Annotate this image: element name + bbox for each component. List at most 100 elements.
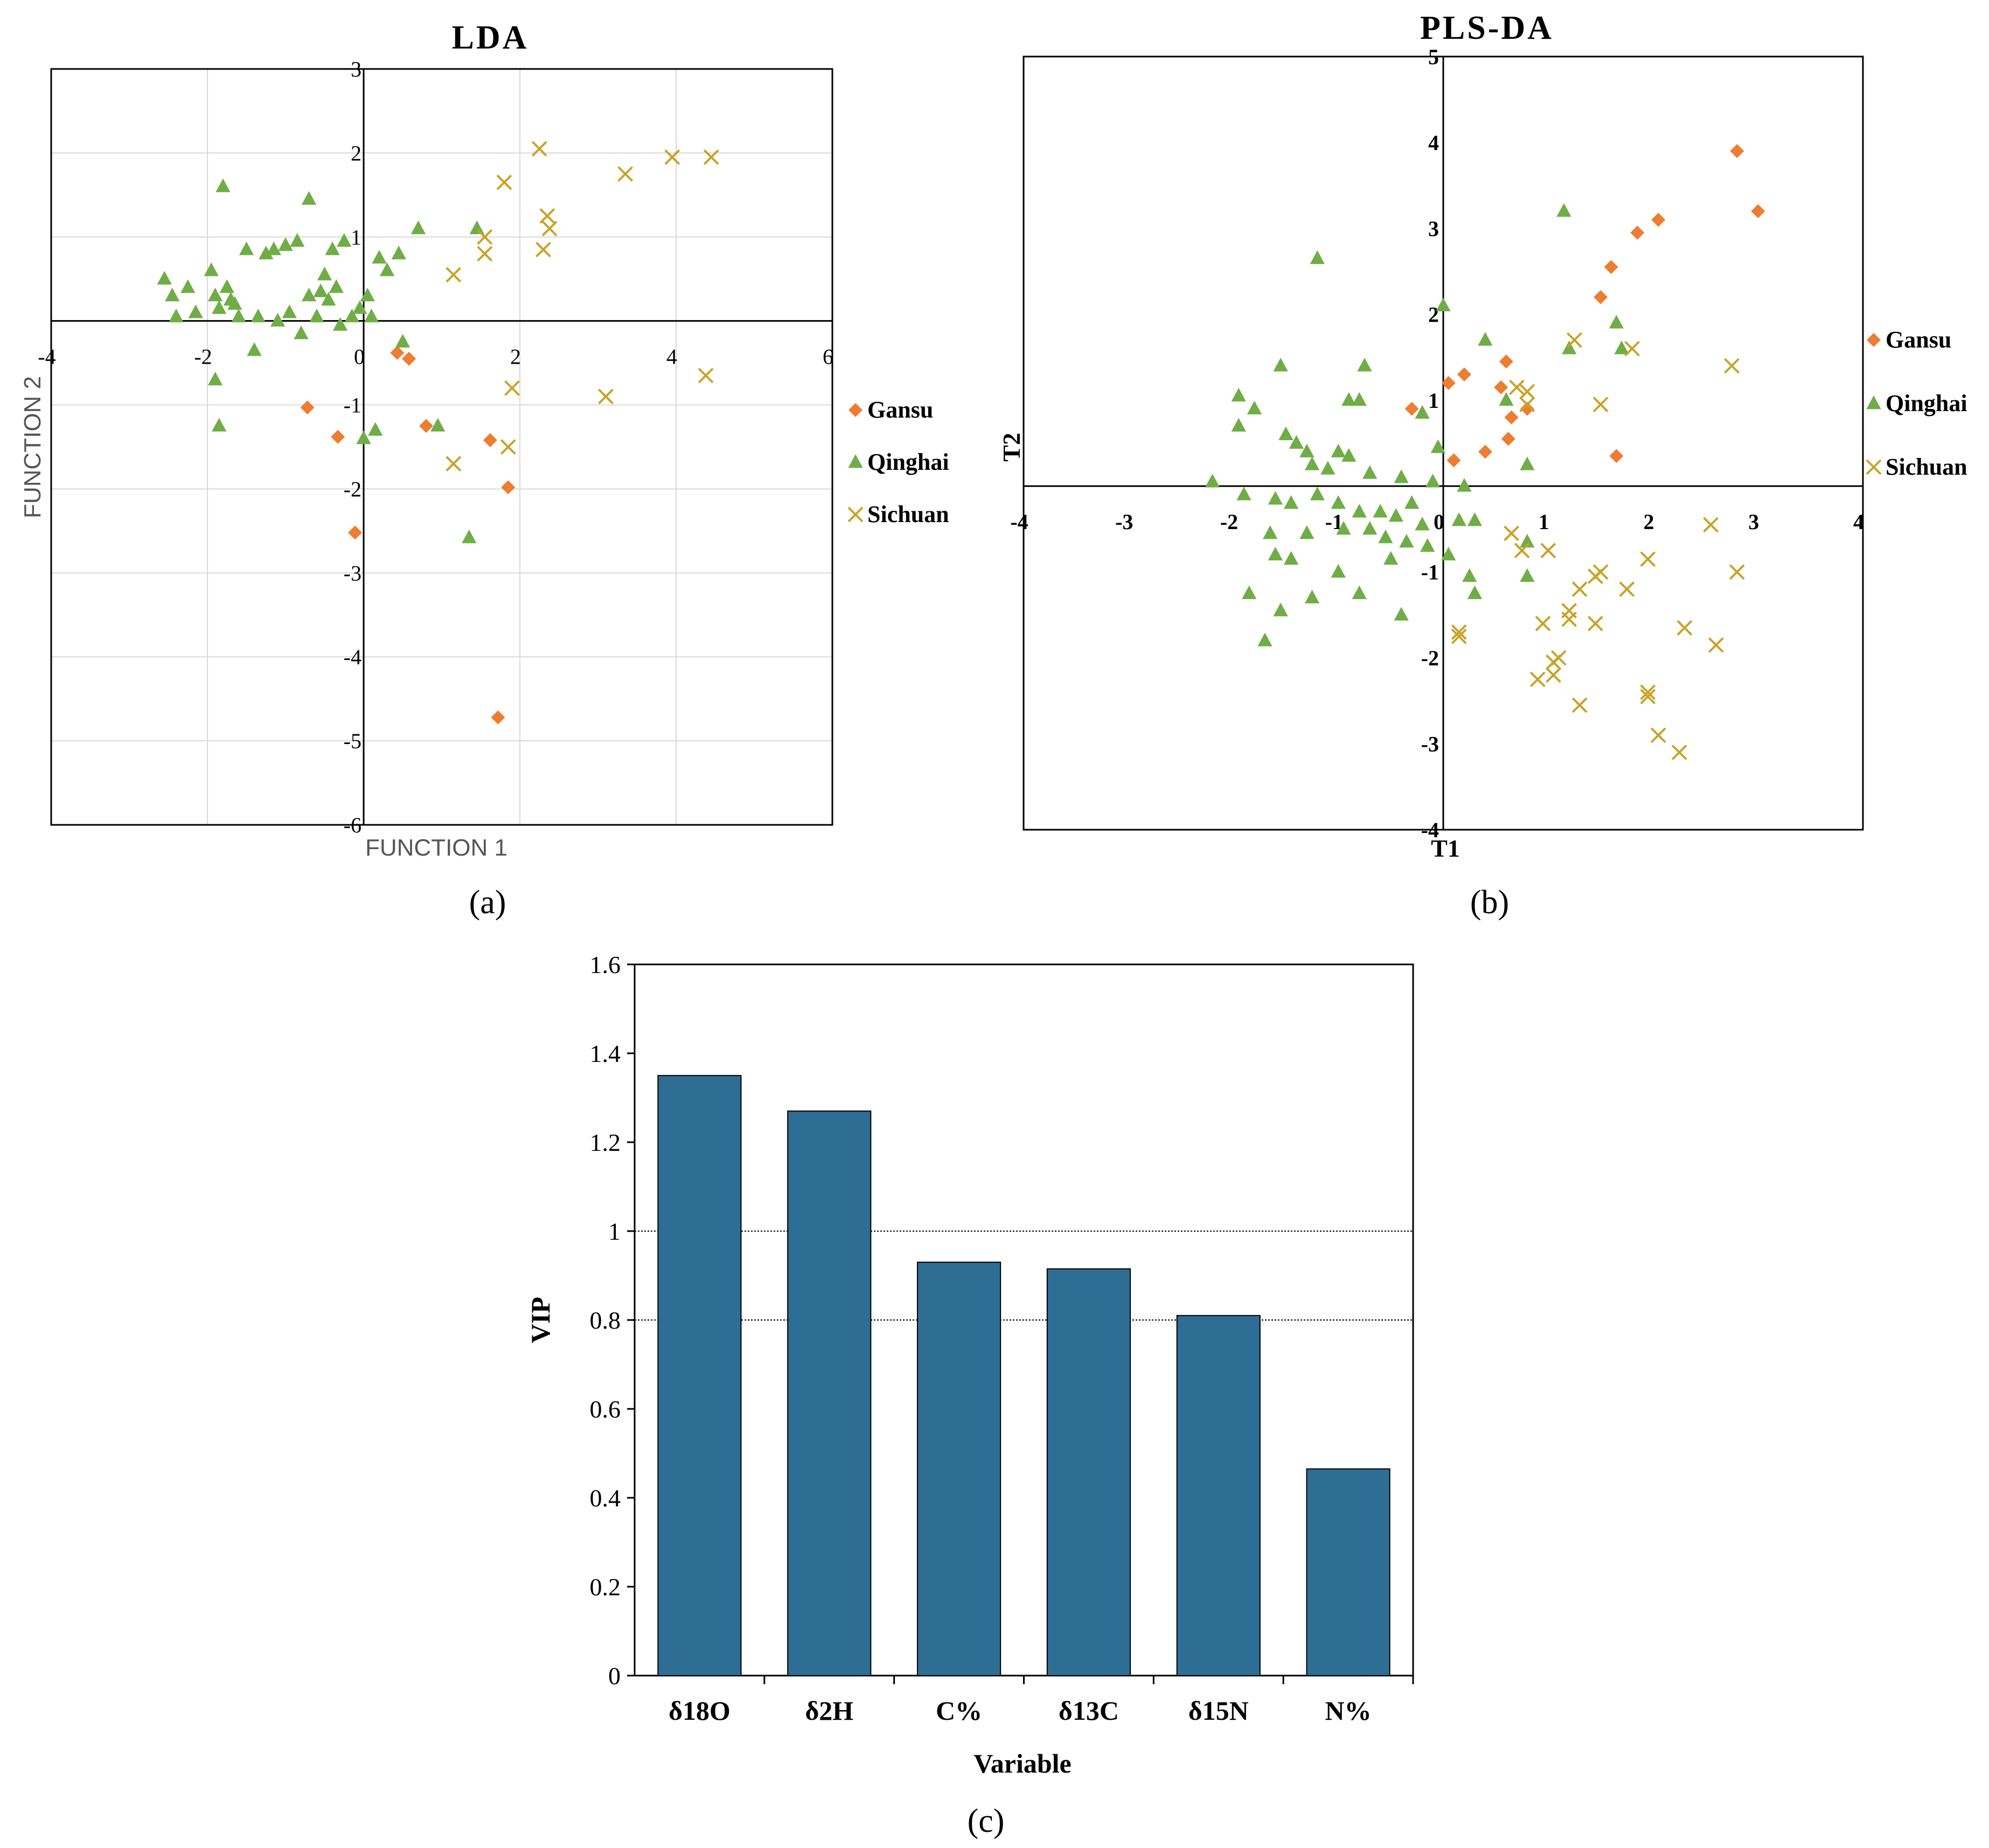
- plsda-y-axis-title: T2: [998, 433, 1025, 462]
- lda-point-sichuan: [539, 208, 555, 224]
- lda-point-qinghai: [301, 287, 317, 302]
- lda-y-tick-label: -4: [344, 645, 361, 669]
- lda-y-axis-title: FUNCTION 2: [19, 376, 46, 518]
- plsda-point-qinghai: [1341, 392, 1357, 406]
- lda-point-qinghai: [204, 262, 219, 276]
- plsda-point-gansu: [1478, 444, 1492, 459]
- vip-bar: [657, 1075, 742, 1676]
- vip-y-tick-labels: 0 0.2 0.4 0.6 0.8 1 1.2 1.4 1.6: [590, 951, 635, 1690]
- lda-point-qinghai: [247, 342, 262, 356]
- plsda-point-qinghai: [1499, 392, 1514, 406]
- lda-point-qinghai: [239, 241, 254, 255]
- plsda-point-qinghai: [1394, 607, 1409, 621]
- plsda-point-qinghai: [1273, 358, 1288, 372]
- lda-point-qinghai: [219, 279, 234, 293]
- plsda-point-gansu: [1504, 410, 1519, 425]
- lda-point-qinghai: [165, 287, 180, 302]
- lda-y-tick-label: -2: [344, 477, 361, 501]
- plsda-legend-label: Gansu: [1886, 326, 1951, 353]
- plsda-point-gansu: [1751, 204, 1765, 218]
- plsda-point-sichuan: [1671, 745, 1687, 760]
- plsda-point-qinghai: [1263, 525, 1278, 539]
- lda-point-sichuan: [446, 267, 462, 283]
- lda-x-axis-title: FUNCTION 1: [365, 835, 507, 861]
- vip-bars: [657, 1075, 1390, 1676]
- lda-point-sichuan: [703, 149, 719, 165]
- plsda-point-qinghai: [1399, 533, 1414, 548]
- lda-y-tick-label: 1: [351, 225, 361, 249]
- plsda-point-qinghai: [1257, 633, 1272, 647]
- plsda-point-qinghai: [1268, 491, 1283, 505]
- plsda-point-sichuan: [1561, 611, 1577, 627]
- plsda-point-qinghai: [1352, 392, 1367, 406]
- lda-point-qinghai: [266, 241, 281, 255]
- plsda-point-sichuan: [1729, 564, 1745, 580]
- lda-point-qinghai: [270, 312, 286, 327]
- plsda-point-qinghai: [1247, 400, 1262, 415]
- plsda-point-qinghai: [1383, 551, 1399, 565]
- lda-point-qinghai: [364, 308, 379, 323]
- lda-y-tick-label: 3: [351, 57, 361, 81]
- plsda-point-gansu: [1441, 376, 1456, 390]
- plsda-point-sichuan: [1451, 628, 1467, 644]
- lda-legend-label: Qinghai: [867, 449, 949, 475]
- plsda-y-tick-label: -1: [1421, 560, 1439, 585]
- vip-category-labels: δ18O δ2H C% δ13C δ15N N%: [669, 1676, 1414, 1726]
- plsda-point-qinghai: [1404, 495, 1420, 509]
- vip-bar: [917, 1261, 1002, 1676]
- vip-y-tick-label: 1.2: [590, 1129, 621, 1156]
- plsda-point-qinghai: [1462, 568, 1477, 582]
- plsda-point-qinghai: [1336, 520, 1351, 535]
- lda-point-qinghai: [332, 317, 348, 331]
- plsda-y-tick-labels: -4 -3 -2 -1 1 2 3 4 5: [1421, 45, 1439, 842]
- plsda-point-sichuan: [1550, 650, 1567, 666]
- lda-title: LDA: [452, 19, 529, 56]
- vip-bar: [1046, 1268, 1131, 1676]
- vip-y-tick-label: 1: [608, 1218, 621, 1245]
- plsda-point-qinghai: [1331, 443, 1346, 457]
- lda-data-points: [157, 141, 719, 725]
- lda-point-sichuan: [617, 166, 634, 182]
- plsda-data-points: [1205, 144, 1765, 760]
- plsda-point-qinghai: [1289, 435, 1304, 449]
- plsda-point-qinghai: [1520, 533, 1535, 548]
- vip-y-tick-label: 0.4: [590, 1484, 621, 1512]
- lda-point-qinghai: [391, 246, 406, 260]
- lda-point-qinghai: [212, 418, 227, 432]
- plsda-point-qinghai: [1451, 512, 1466, 526]
- lda-point-qinghai: [212, 300, 227, 314]
- lda-point-qinghai: [278, 237, 293, 251]
- lda-x-tick-label: 6: [823, 345, 833, 369]
- lda-point-gansu: [300, 400, 315, 415]
- plsda-point-sichuan: [1514, 543, 1530, 559]
- plsda-y-tick-label: 4: [1428, 130, 1439, 155]
- lda-point-qinghai: [360, 287, 375, 302]
- plsda-point-qinghai: [1520, 568, 1535, 582]
- plsda-point-sichuan: [1650, 727, 1666, 744]
- lda-point-qinghai: [329, 279, 344, 293]
- vip-panel: 0 0.2 0.4 0.6 0.8 1 1.2 1.4 1.6 δ18O δ2H C% δ13C δ15…: [525, 951, 1414, 1839]
- vip-category-label: δ18O: [669, 1696, 731, 1726]
- lda-point-gansu: [501, 480, 516, 495]
- lda-point-sichuan: [504, 380, 520, 396]
- lda-point-qinghai: [344, 308, 359, 323]
- plsda-point-sichuan: [1708, 637, 1724, 653]
- lda-point-gansu: [331, 429, 345, 444]
- plsda-y-tick-label: -4: [1421, 818, 1439, 842]
- lda-point-qinghai: [395, 334, 411, 348]
- plsda-point-gansu: [1730, 144, 1744, 158]
- plsda-point-qinghai: [1331, 564, 1346, 578]
- lda-point-sichuan: [698, 367, 714, 384]
- lda-point-qinghai: [207, 287, 223, 302]
- lda-y-tick-labels: -6 -5 -4 -3 -2 -1 1 2 3: [344, 57, 361, 837]
- plsda-point-sichuan: [1619, 581, 1635, 597]
- plsda-legend-marker-sichuan: [1866, 459, 1882, 475]
- plsda-point-sichuan: [1535, 615, 1551, 631]
- plsda-point-qinghai: [1231, 387, 1246, 402]
- lda-point-gansu: [390, 345, 405, 360]
- lda-point-qinghai: [313, 283, 328, 297]
- lda-point-qinghai: [411, 220, 426, 234]
- plsda-point-sichuan: [1640, 551, 1656, 567]
- plsda-point-qinghai: [1362, 465, 1378, 479]
- lda-point-qinghai: [251, 308, 266, 323]
